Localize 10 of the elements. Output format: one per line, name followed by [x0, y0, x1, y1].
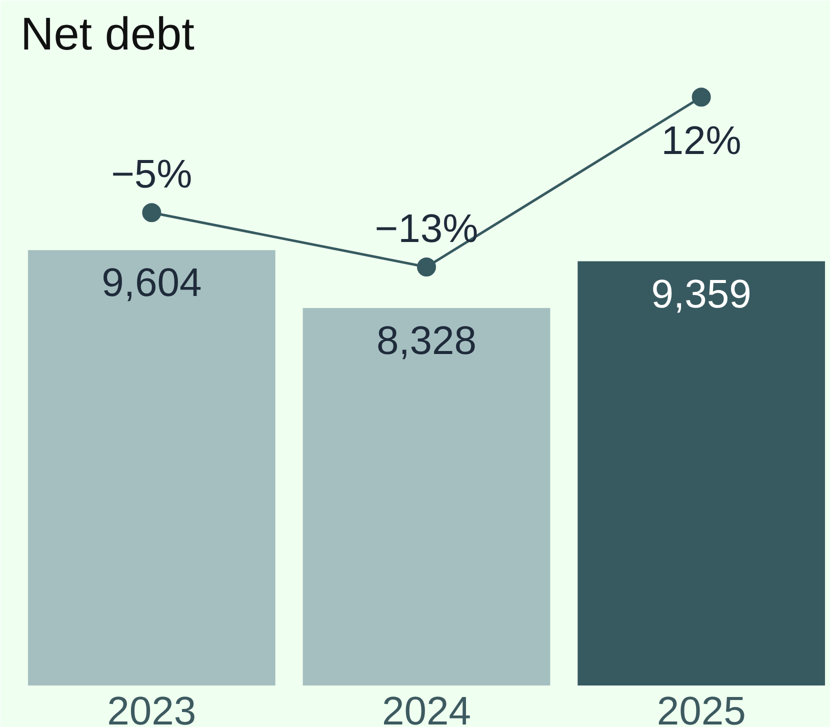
data-label: 9,604: [102, 261, 202, 306]
x-tick-label: 2025: [656, 690, 746, 727]
data-label: 12%: [661, 119, 742, 164]
data-label: −13%: [374, 206, 478, 251]
data-label: −5%: [111, 152, 192, 197]
data-label: 9,359: [651, 272, 752, 316]
x-tick-label: 2024: [382, 690, 471, 727]
chart-title: Net debt: [20, 8, 195, 60]
x-tick-label: 2023: [107, 690, 196, 727]
data-label: 8,328: [376, 319, 477, 364]
